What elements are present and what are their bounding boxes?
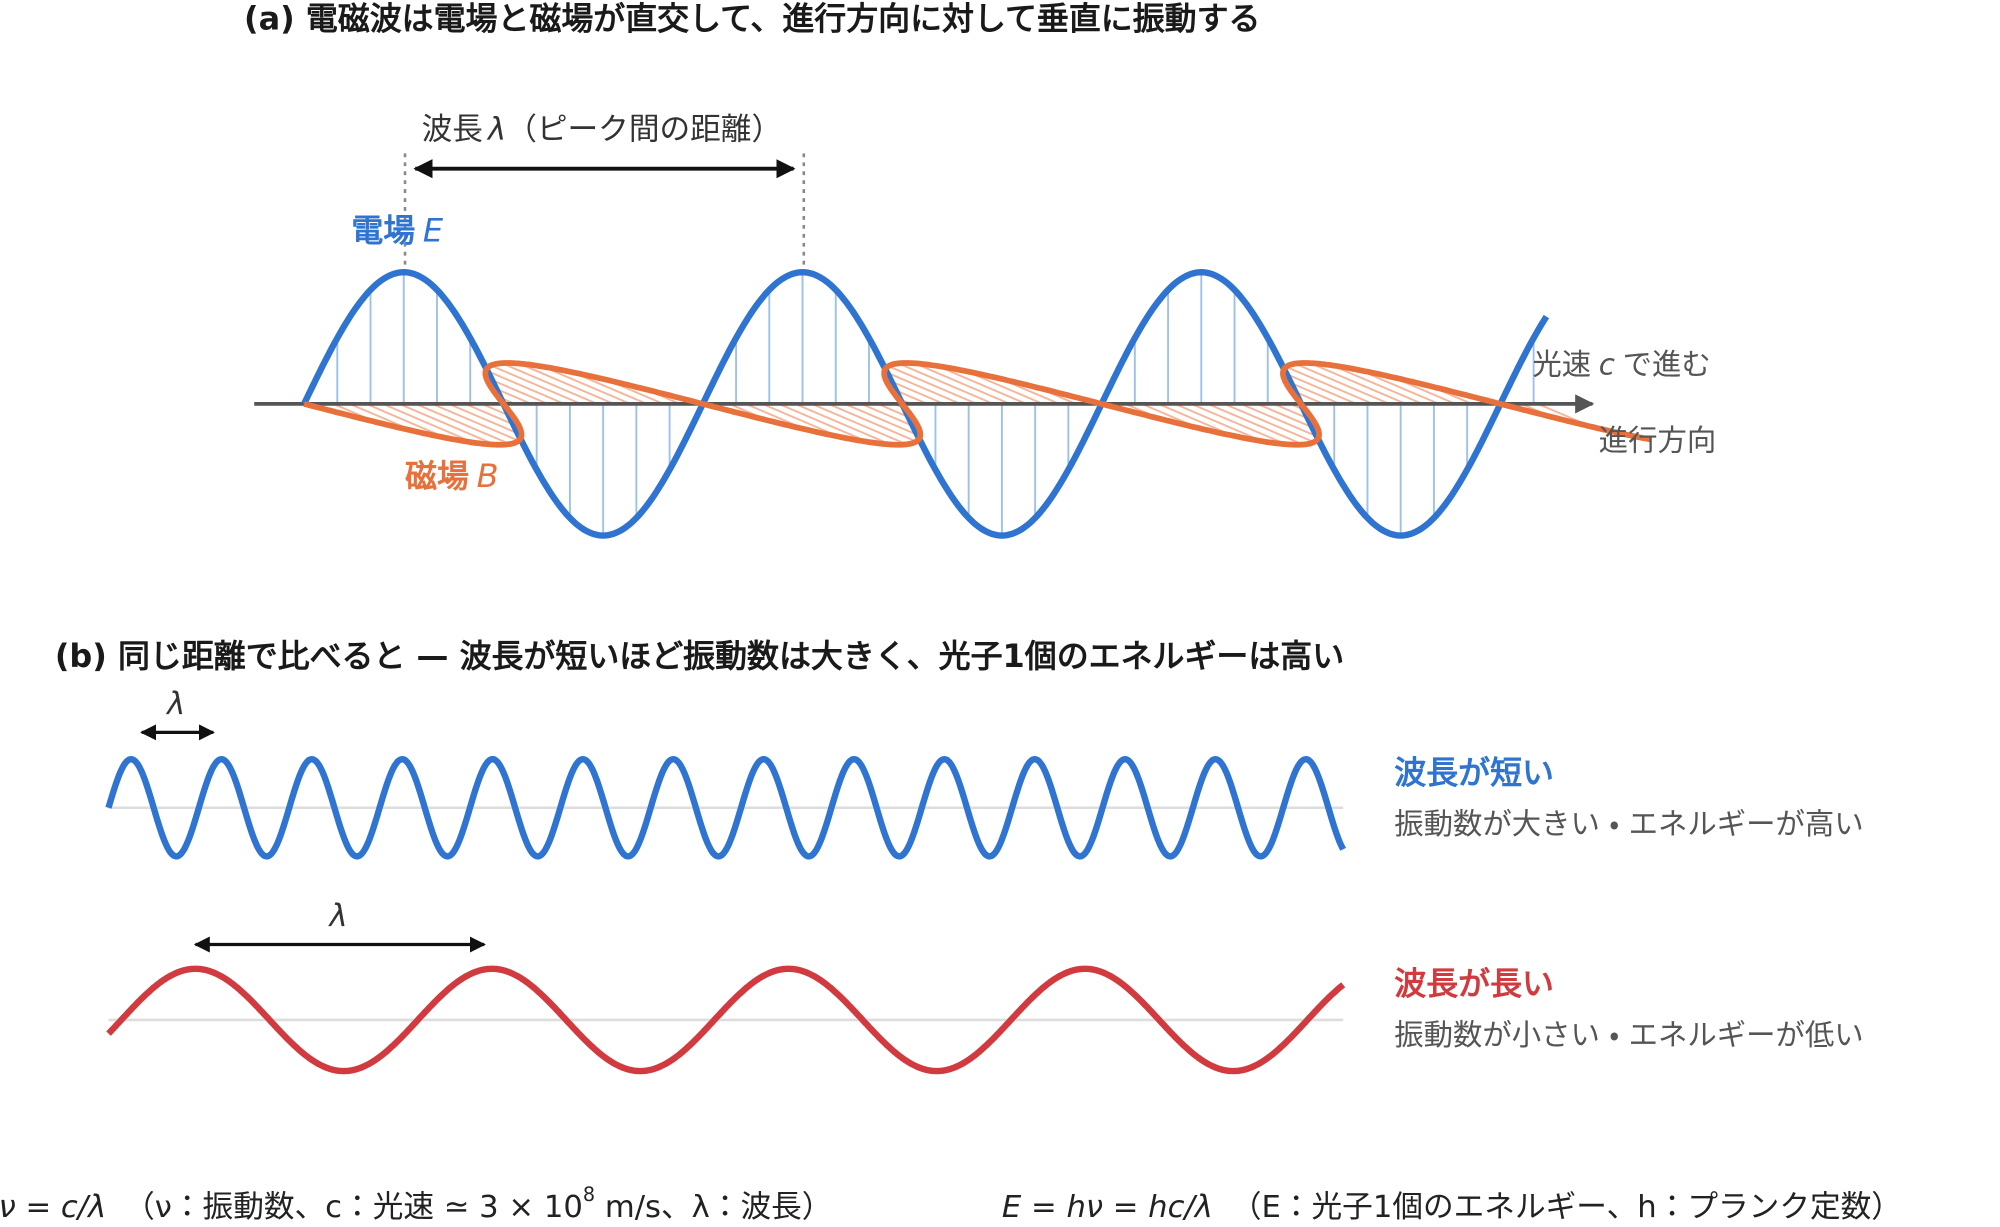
hatch-line bbox=[1285, 365, 1374, 405]
hatch-line bbox=[448, 403, 522, 436]
hatch-line bbox=[518, 362, 615, 405]
hatch-line bbox=[485, 376, 549, 405]
part-a-title: (a) 電磁波は電場と磁場が直交して、進行方向に対して垂直に振動する bbox=[244, 0, 1260, 37]
label-text: 光速 bbox=[1532, 347, 1591, 381]
hatch-line bbox=[398, 403, 496, 446]
hatch-line bbox=[365, 403, 447, 439]
hatch-line bbox=[887, 365, 978, 405]
hatch-line bbox=[1207, 403, 1304, 446]
hatch-line bbox=[1223, 403, 1315, 444]
direction-label: 進行方向 bbox=[1599, 424, 1717, 458]
hatch-line bbox=[1240, 403, 1320, 438]
wavelength-label: 波長 λ（ピーク間の距離） bbox=[422, 112, 783, 147]
long-description: 振動数が小さい ・ エネルギーが低い bbox=[1394, 1018, 1863, 1052]
long-heading: 波長が長い bbox=[1394, 964, 1554, 1002]
short-description: 振動数が大きい ・ エネルギーが高い bbox=[1394, 807, 1863, 841]
hatch-line bbox=[490, 364, 582, 405]
equation: ν = c/λ bbox=[0, 1189, 106, 1224]
hatching bbox=[316, 272, 1592, 536]
hatch-line bbox=[827, 403, 917, 443]
hatch-line bbox=[1282, 371, 1357, 405]
frequency-formula: ν = c/λ （ν：振動数、c：光速 ≃ 3 × 108 m/s、λ：波長） bbox=[0, 1183, 832, 1225]
magnetic-wave bbox=[303, 360, 1651, 448]
hatch-line bbox=[382, 403, 474, 444]
electric-label: 電場 E bbox=[351, 212, 444, 250]
lambda-label: λ bbox=[165, 687, 185, 722]
label-text: 波長 bbox=[422, 112, 483, 147]
hatch-line bbox=[937, 365, 1027, 405]
hatch-line bbox=[485, 369, 565, 405]
energy-formula: E = hν = hc/λ （E：光子1個のエネルギー、h：プランク定数） bbox=[1002, 1189, 1902, 1224]
hatch-line bbox=[794, 403, 891, 446]
hatch-line bbox=[1294, 362, 1390, 405]
hatch-line bbox=[1174, 403, 1263, 443]
speed-label: 光速 c で進む bbox=[1532, 347, 1710, 381]
equation: E = hν = hc/λ bbox=[1002, 1189, 1213, 1224]
hatch-line bbox=[1331, 364, 1423, 405]
label-text: で進む bbox=[1623, 347, 1711, 381]
magnetic-label: 磁場 B bbox=[405, 457, 498, 495]
note: m/s、λ：波長） bbox=[595, 1189, 832, 1224]
note: （E：光子1個のエネルギー、h：プランク定数） bbox=[1231, 1189, 1902, 1224]
hatch-line bbox=[415, 403, 511, 445]
label-symbol: E bbox=[423, 212, 444, 250]
hatch-line bbox=[897, 362, 994, 405]
label-symbol: B bbox=[477, 457, 499, 495]
hatch-line bbox=[844, 403, 921, 437]
hatch-line bbox=[883, 370, 961, 405]
hatch-line bbox=[778, 403, 869, 443]
short-heading: 波長が短い bbox=[1394, 754, 1554, 792]
label-symbol: c bbox=[1599, 347, 1615, 381]
label-symbol: λ bbox=[486, 112, 506, 147]
lambda-label: λ bbox=[327, 899, 347, 934]
hatch-line bbox=[914, 362, 1011, 405]
hatch-line bbox=[811, 403, 908, 446]
hatch-line bbox=[1309, 362, 1407, 405]
superscript: 8 bbox=[583, 1183, 595, 1206]
label-text: （ピーク間の距離） bbox=[506, 112, 782, 147]
hatch-line bbox=[431, 403, 519, 442]
part-b-title: (b) 同じ距離で比べると — 波長が短いほど振動数は大きく、光子1個のエネルギ… bbox=[55, 637, 1344, 675]
hatch-line bbox=[501, 362, 598, 405]
note: （ν：振動数、c：光速 ≃ 3 × 10 bbox=[124, 1189, 583, 1224]
long-wave bbox=[106, 965, 1346, 1075]
hatch-line bbox=[542, 365, 631, 405]
label-text: 電場 bbox=[351, 212, 415, 250]
label-text: 磁場 bbox=[405, 457, 469, 495]
electric-wave bbox=[301, 269, 1550, 539]
hatch-line bbox=[1190, 403, 1287, 446]
short-wave bbox=[105, 755, 1347, 860]
